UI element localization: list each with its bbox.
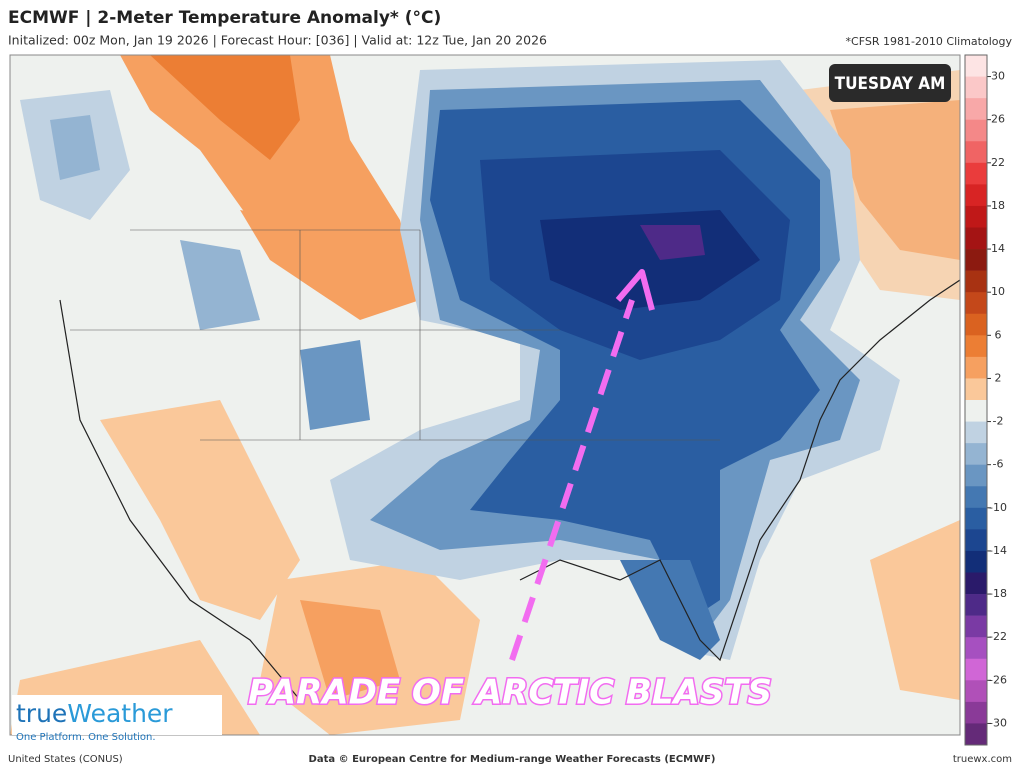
annotation: PARADE OF ARCTIC BLASTS (248, 673, 772, 713)
climatology-note: *CFSR 1981-2010 Climatology (846, 35, 1013, 48)
color-swatch (965, 615, 987, 638)
color-swatch (965, 400, 987, 422)
color-swatch (965, 443, 987, 465)
color-swatch (965, 227, 987, 250)
color-swatch (965, 594, 987, 616)
color-swatch (965, 723, 987, 746)
title: ECMWF | 2-Meter Temperature Anomaly* (°C… (8, 8, 441, 28)
tick-label: -10 (989, 501, 1007, 514)
tick-label: 26 (991, 113, 1005, 126)
color-swatch (965, 55, 987, 77)
tick-label: 14 (991, 242, 1005, 255)
tick-label: 10 (991, 285, 1005, 298)
color-swatch (965, 292, 987, 315)
color-swatch (965, 701, 987, 724)
color-swatch (965, 270, 987, 293)
tick-label: -18 (989, 587, 1007, 600)
color-swatch (965, 507, 987, 530)
tick-label: 22 (991, 156, 1005, 169)
colorbar: 30 26 22 18 14 10 6 2 -2 -6 -10 -14 -18 -22 -26 -30 (964, 54, 1007, 746)
color-swatch (965, 550, 987, 573)
color-swatch (965, 572, 987, 595)
logo-a: true (16, 699, 67, 728)
tick-label: -30 (989, 716, 1007, 729)
color-swatch (965, 119, 987, 142)
color-swatch (965, 356, 987, 379)
tick-label: 2 (995, 371, 1002, 384)
tick-label: 30 (991, 70, 1005, 83)
color-swatch (965, 162, 987, 185)
color-swatch (965, 313, 987, 336)
tick-label: 6 (995, 328, 1002, 341)
footer-right: truewx.com (953, 754, 1012, 765)
badge-box (829, 64, 951, 102)
tick-label: -22 (989, 630, 1007, 643)
map: TUESDAY AM PARADE OF ARCTIC BLASTS trueW… (9, 54, 961, 743)
color-swatch (965, 249, 987, 271)
color-swatch (965, 658, 987, 681)
color-swatch (965, 529, 987, 552)
color-swatch (965, 141, 987, 164)
color-swatch (965, 184, 987, 207)
color-swatch (965, 98, 987, 120)
tick-label: -2 (993, 415, 1004, 428)
color-swatch (965, 335, 987, 358)
subtitle: Initalized: 00z Mon, Jan 19 2026 | Forec… (8, 33, 547, 48)
color-swatch (965, 486, 987, 509)
logo-b: Weather (67, 699, 173, 728)
footer-left: United States (CONUS) (8, 754, 123, 765)
color-swatch (965, 76, 987, 99)
color-swatch (965, 378, 987, 401)
badge: TUESDAY AM (835, 74, 946, 94)
color-swatch (965, 421, 987, 444)
logo: trueWeather (16, 699, 173, 728)
color-swatch (965, 205, 987, 228)
logo-box (12, 695, 222, 735)
footer-center: Data © European Centre for Medium-range … (309, 754, 716, 765)
tick-label: -14 (989, 544, 1007, 557)
color-swatch (965, 637, 987, 660)
tick-label: 18 (991, 199, 1005, 212)
color-swatch (965, 464, 987, 487)
color-swatch (965, 680, 987, 703)
tick-label: -26 (989, 673, 1007, 686)
colorbar-frame (964, 54, 988, 746)
tick-label: -6 (993, 458, 1004, 471)
logo-tagline: One Platform. One Solution. (16, 732, 156, 743)
